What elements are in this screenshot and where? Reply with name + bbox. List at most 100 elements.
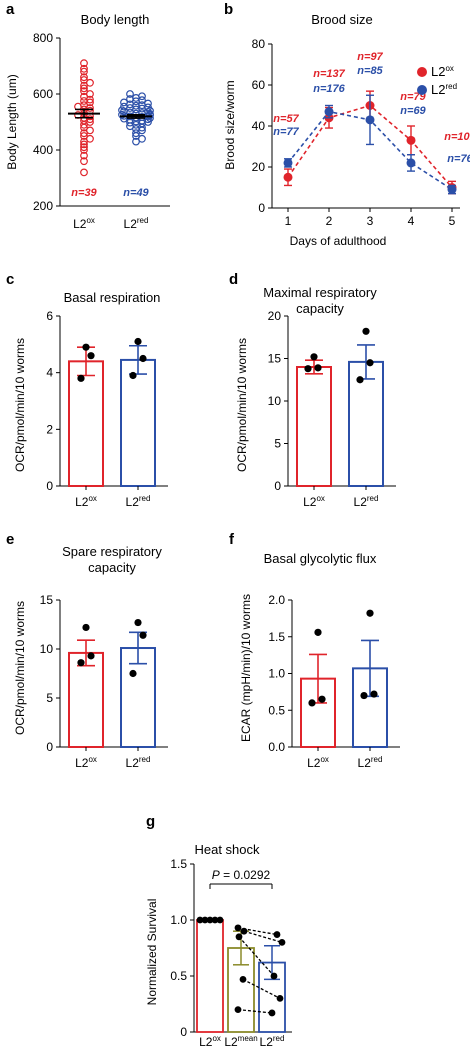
panel-e-y-tick-label: 5 — [46, 691, 53, 705]
panel-a-point — [80, 146, 88, 154]
panel-f-x-tick-label: L2red — [358, 755, 383, 770]
panel-c-data-point — [82, 343, 90, 351]
panel-g-connector — [238, 936, 275, 977]
panel-b-point — [324, 107, 334, 117]
panel-g-data-point — [278, 939, 286, 946]
panel-c-data-point — [139, 354, 147, 363]
panel-b-y-tick-label: 0 — [258, 201, 265, 215]
panel-d-bar — [348, 360, 384, 487]
panel-b-n-label: n=76 — [447, 153, 470, 165]
panel-g-bar — [196, 919, 224, 1033]
panel-g-y-tick-label: 0 — [180, 1025, 187, 1039]
svg-text:Body Length (um): Body Length (um) — [5, 74, 19, 169]
panel-e: e Spare respiratory capacity OCR/pmol/mi… — [6, 531, 168, 770]
panel-a-y-tick-label: 400 — [33, 143, 53, 157]
panel-g-p-value: P = 0.0292 — [212, 868, 271, 882]
panel-f-y-tick-label: 1.5 — [268, 630, 285, 644]
panel-b-x-axis-label: Days of adulthood — [290, 234, 387, 248]
panel-a-point — [126, 90, 134, 98]
panel-d-bar — [296, 366, 332, 487]
panel-f-letter: f — [229, 531, 235, 548]
panel-b-legend-label: L2ox — [431, 64, 454, 79]
panel-g-data-point — [234, 924, 242, 932]
panel-e-letter: e — [6, 531, 14, 548]
panel-e-plot: 0 5 10 15 L2ox L2red — [40, 593, 168, 770]
panel-d-title-line-2: capacity — [296, 301, 344, 316]
panel-b: b Brood size Brood size/worm Days of adu… — [223, 1, 470, 248]
panel-g-y-axis-label: Normalized Survival — [145, 899, 159, 1006]
panel-c-y-tick-label: 6 — [46, 309, 53, 323]
svg-text:OCR/pmol/min/10 worms: OCR/pmol/min/10 worms — [235, 338, 249, 472]
panel-a-n-label: n=39 — [71, 187, 97, 199]
panel-d-data-point — [304, 365, 312, 373]
panel-g-data-point — [270, 972, 278, 980]
panel-f-data-point — [366, 609, 374, 617]
panel-g-connector — [237, 1008, 273, 1014]
panel-g-y-tick-label: 1.0 — [170, 913, 187, 927]
panel-f-title: Basal glycolytic flux — [264, 551, 377, 566]
panel-b-legend-marker — [417, 85, 427, 95]
panel-e-data-point — [87, 652, 95, 660]
panel-g-data-point — [235, 933, 243, 941]
panel-f-y-tick-label: 0.0 — [268, 740, 285, 754]
panel-a-x-tick-label: L2red — [124, 216, 149, 231]
panel-a-point — [80, 84, 88, 93]
panel-g-data-point — [234, 1006, 242, 1013]
panel-a-point — [80, 140, 88, 149]
panel-f-y-tick-label: 0.5 — [268, 703, 285, 717]
panel-b-point — [406, 158, 416, 168]
panel-c: c Basal respiration OCR/pmol/min/10 worm… — [6, 271, 168, 509]
panel-b-n-label: n=137 — [313, 68, 345, 80]
panel-f-y-tick-label: 2.0 — [268, 593, 285, 607]
panel-d-y-axis-label: OCR/pmol/min/10 worms — [235, 338, 249, 472]
panel-a-point — [80, 157, 88, 166]
panel-b-legend-label: L2red — [431, 82, 457, 97]
panel-d-data-point — [362, 327, 370, 335]
panel-d-data-point — [366, 359, 374, 367]
panel-e-data-point — [82, 623, 90, 632]
panel-f-data-point — [370, 690, 378, 698]
panel-d-y-tick-label: 20 — [268, 309, 282, 323]
panel-e-x-tick-label: L2ox — [75, 755, 97, 770]
panel-f-x-tick-label: L2ox — [307, 755, 329, 770]
panel-e-title-line-2: capacity — [88, 560, 136, 575]
panel-c-letter: c — [6, 271, 14, 288]
panel-f-plot: 0.0 0.5 1.0 1.5 2.0 L2ox L2red — [268, 593, 400, 770]
panel-b-x-tick-label: 2 — [326, 214, 333, 228]
svg-text:Brood size/worm: Brood size/worm — [223, 80, 237, 169]
panel-b-legend-marker — [417, 67, 427, 77]
panel-g-x-tick-label: L2red — [260, 1034, 285, 1049]
panel-g: g Heat shock Normalized Survival 0 0.5 1.0… — [145, 813, 292, 1049]
panel-f-data-point — [360, 691, 368, 700]
panel-a-point — [138, 92, 146, 101]
svg-text:Normalized Survival: Normalized Survival — [145, 899, 159, 1006]
panel-g-data-point — [216, 916, 224, 924]
panel-d: d Maximal respiratory capacity OCR/pmol/… — [229, 271, 396, 509]
panel-a-y-tick-label: 200 — [33, 199, 53, 213]
panel-e-y-axis-label: OCR/pmol/min/10 worms — [13, 601, 27, 735]
panel-a-y-tick-label: 800 — [33, 31, 53, 45]
panel-a-n-label: n=49 — [123, 187, 149, 199]
panel-e-x-tick-label: L2red — [126, 755, 151, 770]
panel-a-point — [80, 143, 88, 152]
panel-b-point — [365, 115, 375, 125]
panel-b-point — [406, 135, 416, 145]
panel-b-n-label: n=69 — [400, 105, 426, 117]
panel-a-point — [144, 99, 152, 108]
panel-a-point — [146, 110, 154, 119]
panel-f-data-point — [318, 695, 326, 703]
panel-c-data-point — [87, 352, 95, 360]
panel-a-point — [120, 98, 128, 107]
panel-e-data-point — [134, 618, 142, 627]
panel-b-x-tick-label: 3 — [367, 214, 374, 228]
panel-g-data-point — [268, 1009, 276, 1017]
panel-d-y-tick-label: 5 — [274, 437, 281, 451]
panel-d-x-tick-label: L2ox — [303, 494, 325, 509]
panel-e-y-tick-label: 0 — [46, 740, 53, 754]
panel-a-x-tick-label: L2ox — [73, 216, 95, 231]
panel-c-x-tick-label: L2red — [126, 494, 151, 509]
panel-a: a Body length Body Length (um) 200 400 600… — [5, 1, 170, 231]
panel-g-plot: 0 0.5 1.0 1.5 L2ox L2mean L2red P = 0.0292 — [170, 857, 292, 1049]
panel-c-title: Basal respiration — [64, 290, 161, 305]
